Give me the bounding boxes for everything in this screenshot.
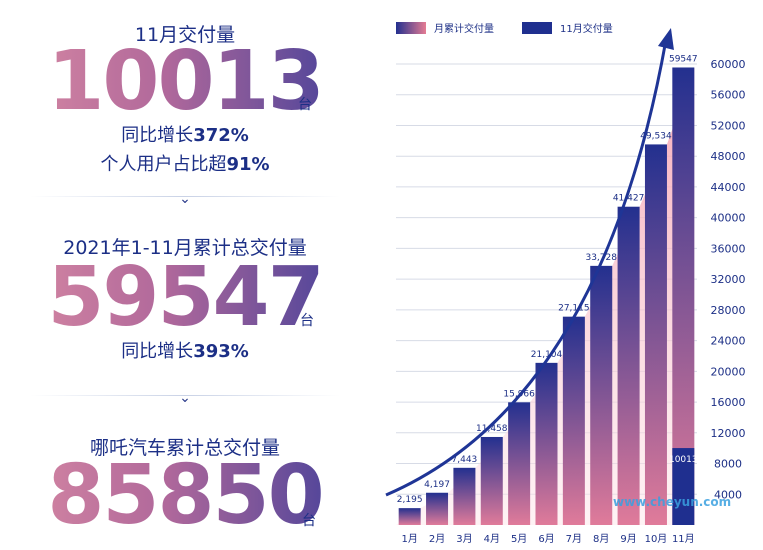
bar-cumulative: [535, 362, 558, 525]
monthly-yoy-prefix: 同比增长: [121, 125, 194, 146]
bar-value-label: 4,197: [424, 480, 450, 490]
total-delivery-number: 85850: [0, 448, 370, 543]
x-tick-label: 7月: [566, 533, 582, 545]
x-tick-label: 6月: [538, 533, 554, 545]
legend-label-monthly: 11月交付量: [560, 22, 613, 35]
bar-value-label: 27,115: [558, 304, 590, 314]
bar-value-label: 49,534: [640, 131, 672, 141]
cumulative-2021-number: 59547: [0, 250, 370, 345]
cumulative-2021-label: 2021年1-11月累计总交付量: [63, 237, 307, 259]
y-tick-label: 32000: [711, 273, 746, 286]
divider: [30, 395, 340, 396]
bar-cumulative: [508, 402, 531, 525]
cumulative-yoy-growth: 同比增长393%: [0, 337, 370, 363]
bar-cumulative: [644, 144, 667, 526]
cumulative-yoy-value: 393%: [193, 341, 249, 362]
y-tick-label: 16000: [711, 396, 746, 409]
legend-swatch-monthly: [522, 22, 552, 34]
bar-cumulative: [426, 492, 449, 525]
y-tick-label: 52000: [711, 119, 746, 132]
y-tick-label: 48000: [711, 150, 746, 163]
y-tick-label: 40000: [711, 212, 746, 225]
x-tick-label: 11月: [672, 533, 695, 545]
x-tick-label: 9月: [620, 533, 636, 545]
monthly-yoy-value: 372%: [193, 125, 249, 146]
x-tick-label: 10月: [645, 533, 668, 545]
personal-user-share: 个人用户占比超91%: [0, 150, 370, 176]
y-tick-label: 36000: [711, 242, 746, 255]
y-tick-label: 20000: [711, 365, 746, 378]
delivery-chart: 4000 8000 12000 16000 20000 24000 28000 32000 36…: [385, 22, 746, 545]
monthly-delivery-number: 10013: [0, 34, 370, 129]
personal-user-prefix: 个人用户占比超: [100, 154, 227, 175]
chevron-down-icon: ⌄: [179, 390, 191, 406]
bar-cumulative: [672, 67, 695, 525]
y-tick-label: 56000: [711, 89, 746, 102]
bar-cumulative: [480, 436, 503, 525]
y-tick-label: 12000: [711, 427, 746, 440]
x-tick-label: 3月: [456, 533, 472, 545]
total-delivery-unit: 台: [302, 513, 316, 529]
bar-cumulative: [617, 206, 640, 525]
legend-label-cumulative: 月累计交付量: [434, 22, 494, 35]
bar-cumulative: [562, 316, 585, 525]
chevron-down-icon: ⌄: [179, 191, 191, 207]
bar-value-label: 59547: [669, 54, 698, 64]
summary-panel: 11月交付量 10013 台 同比增长372% 个人用户占比超91% ⌄ 202…: [0, 0, 370, 550]
cumulative-yoy-prefix: 同比增长: [121, 341, 194, 362]
personal-user-value: 91%: [226, 154, 270, 175]
bar-value-label: 11,458: [476, 424, 508, 434]
total-delivery-label: 哪吒汽车累计总交付量: [0, 433, 370, 460]
bar-monthly: [672, 448, 695, 525]
y-tick-label: 8000: [714, 458, 742, 471]
arrow-head-icon: [657, 28, 674, 50]
cumulative-2021-unit: 台: [300, 313, 314, 329]
x-tick-label: 1月: [401, 533, 417, 545]
x-tick-label: 2月: [429, 533, 445, 545]
x-tick-label: 4月: [484, 533, 500, 545]
bar-value-label: 41,427: [613, 194, 645, 204]
y-tick-label: 24000: [711, 335, 746, 348]
monthly-delivery-label: 11月交付量: [0, 20, 370, 47]
y-tick-label: 60000: [711, 58, 746, 71]
bar-cumulative: [590, 265, 613, 525]
monthly-yoy-growth: 同比增长372%: [0, 121, 370, 147]
y-tick-label: 4000: [714, 488, 742, 501]
watermark: www.cheyun.com: [613, 495, 732, 509]
y-tick-label: 44000: [711, 181, 746, 194]
x-tick-label: 5月: [511, 533, 527, 545]
legend-swatch-cumulative: [396, 22, 426, 34]
bar-value-label: 2,195: [397, 495, 423, 505]
bar-cumulative: [453, 467, 476, 525]
bar-value-label: 33,728: [585, 253, 617, 263]
divider: [30, 196, 340, 197]
x-tick-label: 8月: [593, 533, 609, 545]
y-tick-label: 28000: [711, 304, 746, 317]
bar-value-label: 21,104: [531, 350, 563, 360]
bar-value-label: 7,443: [452, 455, 478, 465]
monthly-delivery-unit: 台: [298, 97, 312, 113]
growth-arrow: [385, 39, 668, 497]
bar-cumulative: [398, 508, 421, 525]
bar-monthly-label: 10013: [669, 455, 698, 465]
